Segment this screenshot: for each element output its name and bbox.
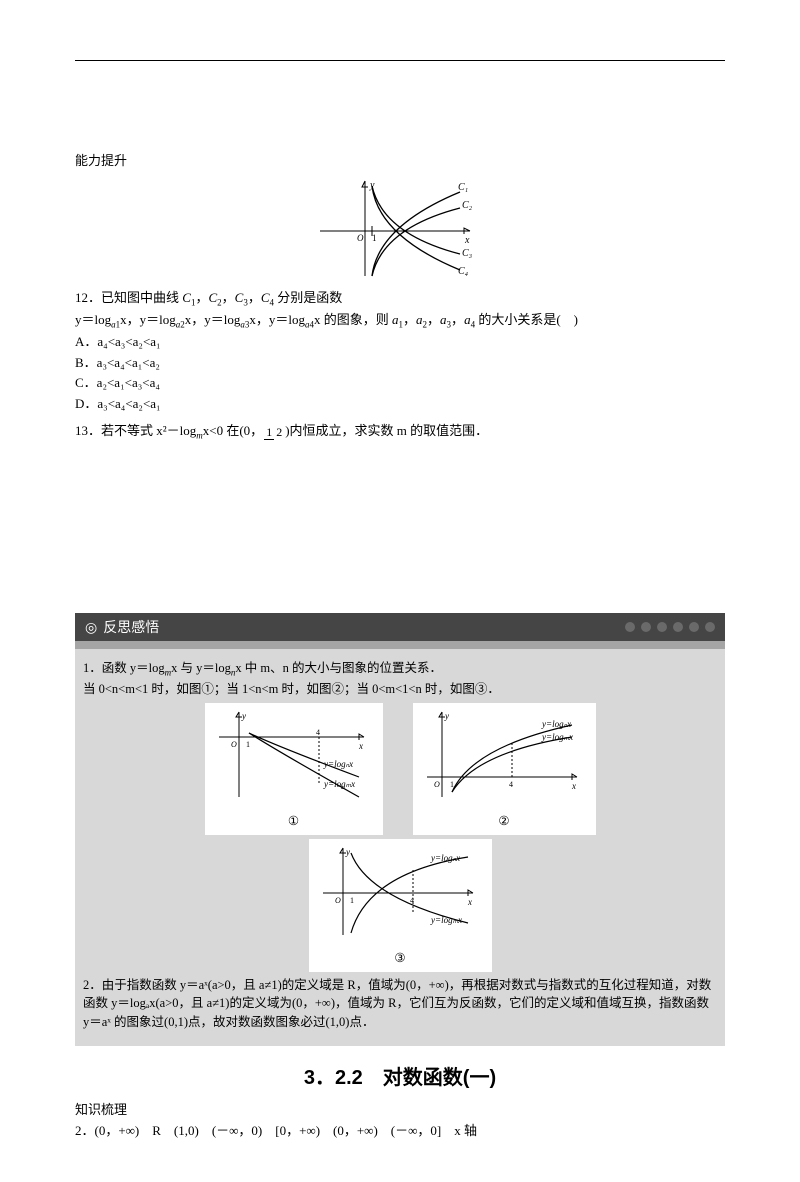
reflect-cases: 当 0<n<m<1 时，如图①；当 1<n<m 时，如图②；当 0<m<1<n …: [83, 680, 717, 699]
graph-2-label: ②: [417, 812, 592, 831]
knowledge-line2: 2．(0，+∞) R (1,0) (－∞，0) [0，+∞) (0，+∞) (－…: [75, 1121, 725, 1142]
t: x，y＝log: [185, 312, 241, 327]
q12-option-b: B．a₃<a₄<a₁<a₂: [75, 353, 725, 374]
svg-text:O: O: [434, 780, 440, 789]
fraction-half: 12: [264, 426, 284, 438]
q13-text: 13．若不等式 x²－logmx<0 在(0，12)内恒成立，求实数 m 的取值…: [75, 421, 725, 443]
reflect-p2: 2．由于指数函数 y＝aˣ(a>0，且 a≠1)的定义域是 R，值域为(0，+∞…: [83, 976, 717, 1032]
svg-text:1: 1: [246, 740, 250, 749]
t: x<0 在(0，: [203, 423, 263, 438]
graph-1: y x O 1 4 y=logₙx y=logₘx ①: [205, 703, 383, 836]
t: x，y＝log: [249, 312, 305, 327]
t: 1．函数 y＝log: [83, 661, 165, 675]
decor-dots: [625, 613, 715, 641]
svg-text:x: x: [467, 897, 472, 907]
graph-row-1: y x O 1 4 y=logₙx y=logₘx ①: [83, 703, 717, 836]
q12-line2: y＝loga1x，y＝loga2x，y＝loga3x，y＝loga4x 的图象，…: [75, 310, 725, 332]
t: x 与 y＝log: [171, 661, 231, 675]
reflect-p1: 1．函数 y＝logmx 与 y＝lognx 中 m、n 的大小与图象的位置关系…: [83, 659, 717, 680]
ability-heading: 能力提升: [75, 151, 725, 172]
t: 13．若不等式 x²－log: [75, 423, 196, 438]
svg-text:1: 1: [372, 233, 377, 243]
svg-text:y=logₘx: y=logₘx: [430, 915, 462, 925]
svg-text:C₂: C₂: [462, 200, 473, 211]
reflect-bar: ◎ 反思感悟: [75, 613, 725, 641]
frac-den: 2: [274, 425, 284, 439]
svg-text:O: O: [231, 740, 237, 749]
svg-text:1: 1: [450, 780, 454, 789]
svg-text:C₄: C₄: [458, 266, 469, 277]
graph-2: y x O 1 4 y=logₙx y=logₘx ②: [413, 703, 596, 836]
graph-row-2: y x O 1 4 y=logₙx y=logₘx ③: [83, 839, 717, 972]
frac-num: 1: [264, 425, 274, 440]
svg-text:O: O: [357, 233, 364, 243]
svg-text:C₃: C₃: [462, 248, 473, 259]
svg-text:y: y: [345, 847, 350, 857]
t: y＝log: [75, 312, 111, 327]
reflect-body: 1．函数 y＝logmx 与 y＝lognx 中 m、n 的大小与图象的位置关系…: [75, 649, 725, 1046]
svg-text:y: y: [241, 711, 246, 721]
q12-prefix: 12．已知图中曲线: [75, 290, 182, 305]
t: )内恒成立，求实数 m 的取值范围．: [285, 423, 488, 438]
bullet-icon: ◎: [85, 616, 97, 638]
svg-text:4: 4: [316, 728, 320, 737]
knowledge-heading: 知识梳理: [75, 1100, 725, 1121]
svg-text:y=logₙx: y=logₙx: [430, 853, 460, 863]
q12-option-a: A．a₄<a₃<a₂<a₁: [75, 332, 725, 353]
svg-text:C₁: C₁: [458, 182, 468, 193]
page-root: 能力提升 y x O 1 C₁ C₂ C₃ C₄ 12．已知图中曲线 C1，C2…: [0, 0, 800, 1182]
t: x 中 m、n 的大小与图象的位置关系．: [235, 661, 442, 675]
t: ): [574, 312, 578, 327]
graph-3-label: ③: [313, 949, 488, 968]
t: 的大小关系是(: [475, 312, 561, 327]
chapter-title: 3．2.2 对数函数(一): [75, 1062, 725, 1094]
q12-body: 分别是函数: [274, 290, 342, 305]
t: x 的图象，则: [314, 312, 392, 327]
q12-text: 12．已知图中曲线 C1，C2，C3，C4 分别是函数: [75, 288, 725, 310]
svg-text:x: x: [571, 781, 576, 791]
svg-text:1: 1: [350, 896, 354, 905]
svg-text:4: 4: [410, 896, 414, 905]
svg-text:y=logₙx: y=logₙx: [323, 759, 353, 769]
svg-text:y: y: [444, 711, 449, 721]
q12-option-d: D．a₃<a₄<a₂<a₁: [75, 394, 725, 415]
graph-1-label: ①: [209, 812, 379, 831]
svg-text:y=logₙx: y=logₙx: [541, 719, 571, 729]
t: x，y＝log: [120, 312, 176, 327]
svg-text:x: x: [358, 741, 363, 751]
svg-text:x: x: [464, 235, 470, 246]
q12-option-c: C．a₂<a₁<a₃<a₄: [75, 373, 725, 394]
q12-graph: y x O 1 C₁ C₂ C₃ C₄: [310, 176, 490, 286]
graph-3: y x O 1 4 y=logₙx y=logₘx ③: [309, 839, 492, 972]
top-rule: [75, 60, 725, 61]
svg-text:y=logₘx: y=logₘx: [541, 732, 573, 742]
svg-text:4: 4: [509, 780, 513, 789]
reflect-title: 反思感悟: [103, 616, 159, 638]
svg-text:O: O: [335, 896, 341, 905]
svg-text:y=logₘx: y=logₘx: [323, 779, 355, 789]
reflect-subbar: [75, 641, 725, 649]
